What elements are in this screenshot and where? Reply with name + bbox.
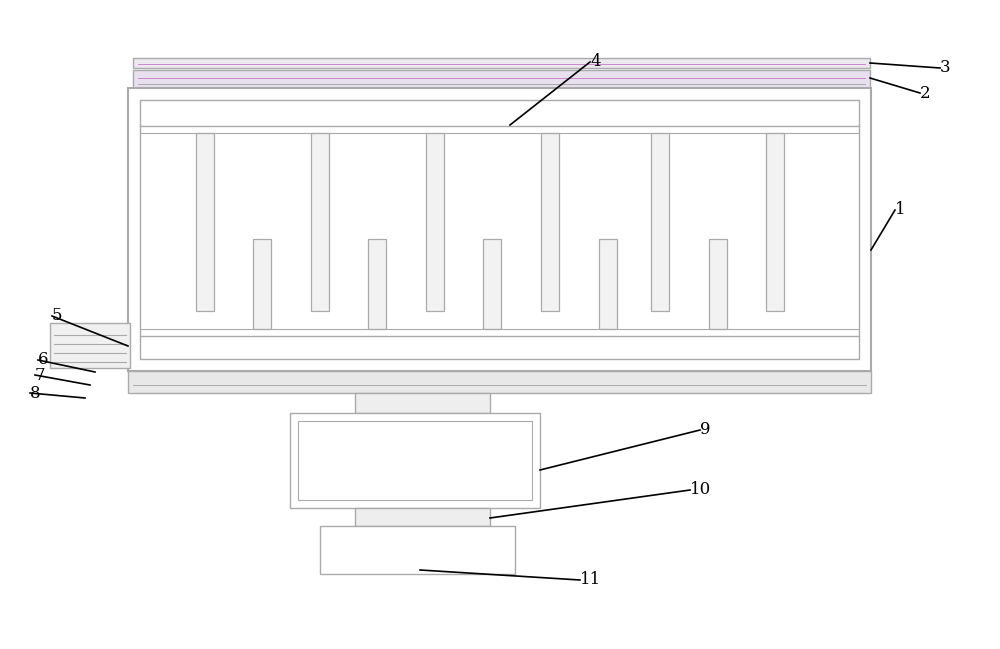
Text: 8: 8 <box>30 384 41 402</box>
Bar <box>311 133 329 311</box>
Text: 4: 4 <box>590 53 601 71</box>
Bar <box>709 239 727 329</box>
Bar <box>766 133 784 311</box>
Text: 9: 9 <box>700 421 710 439</box>
Text: 6: 6 <box>38 352 48 369</box>
Bar <box>541 133 559 311</box>
Bar <box>483 239 501 329</box>
Bar <box>253 239 271 329</box>
Bar <box>196 133 214 311</box>
Bar <box>599 239 617 329</box>
Text: 5: 5 <box>52 308 62 324</box>
Bar <box>320 526 515 574</box>
Text: 2: 2 <box>920 84 931 101</box>
Bar <box>133 58 870 68</box>
Bar <box>50 323 130 368</box>
Text: 10: 10 <box>690 482 711 498</box>
Bar <box>368 239 386 329</box>
Text: 11: 11 <box>580 572 601 589</box>
Bar <box>128 88 871 371</box>
Text: 3: 3 <box>940 60 951 77</box>
Bar <box>355 508 490 526</box>
Text: 7: 7 <box>35 367 46 384</box>
Bar <box>651 133 669 311</box>
Bar <box>128 371 871 393</box>
Bar <box>140 100 859 359</box>
Bar <box>290 413 540 508</box>
Bar <box>355 393 490 413</box>
Bar <box>298 421 532 500</box>
Bar <box>133 70 870 90</box>
Bar <box>426 133 444 311</box>
Text: 1: 1 <box>895 201 906 219</box>
